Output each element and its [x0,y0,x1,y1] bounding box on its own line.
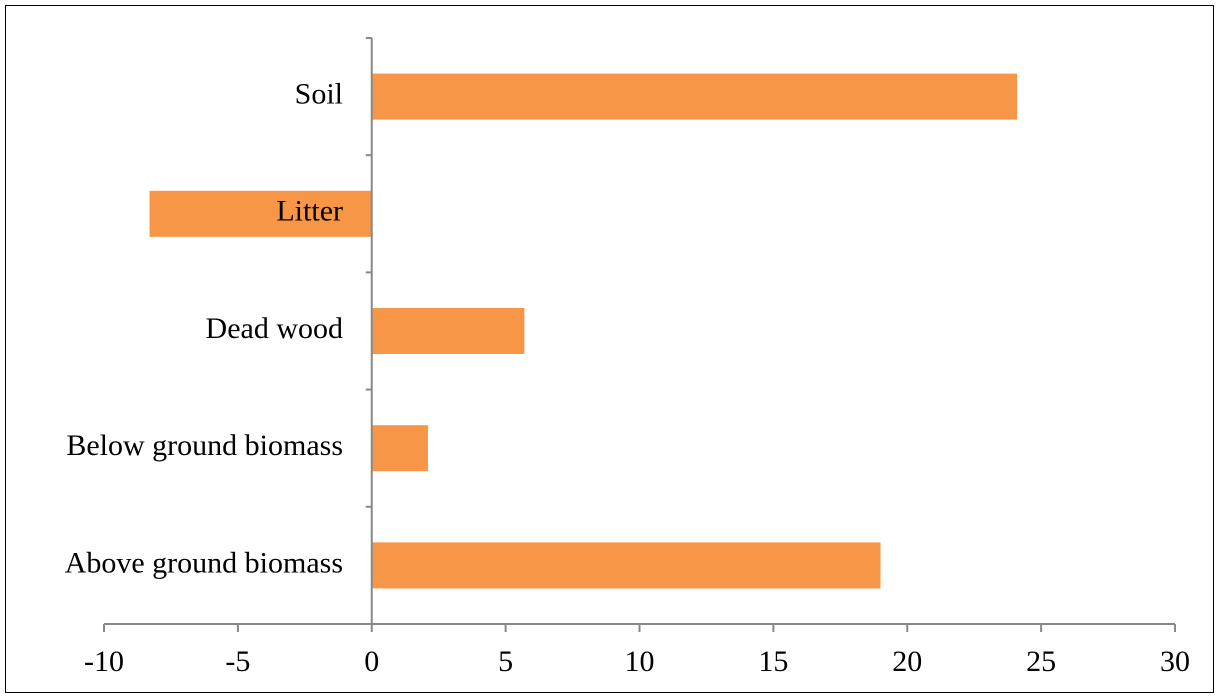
bar [371,542,881,589]
bar [149,190,372,237]
x-tick-label: 5 [498,645,513,678]
y-tick-label: Below ground biomass [66,429,343,462]
x-tick-label: 20 [892,645,922,678]
y-tick-label: Soil [295,77,343,110]
x-tick-label: 15 [758,645,788,678]
bar [371,73,1018,120]
x-tick-label: 10 [625,645,655,678]
x-tick-label: 30 [1160,645,1190,678]
x-tick-label: -10 [84,645,124,678]
chart-border [5,5,1214,693]
bar [371,308,525,354]
y-tick-label: Above ground biomass [65,546,343,579]
bar [371,425,428,472]
x-tick-label: 0 [364,645,379,678]
y-tick-label: Dead wood [206,312,343,345]
x-tick-label: -5 [225,645,250,678]
x-tick-label: 25 [1026,645,1056,678]
y-tick-label: Litter [276,195,343,228]
